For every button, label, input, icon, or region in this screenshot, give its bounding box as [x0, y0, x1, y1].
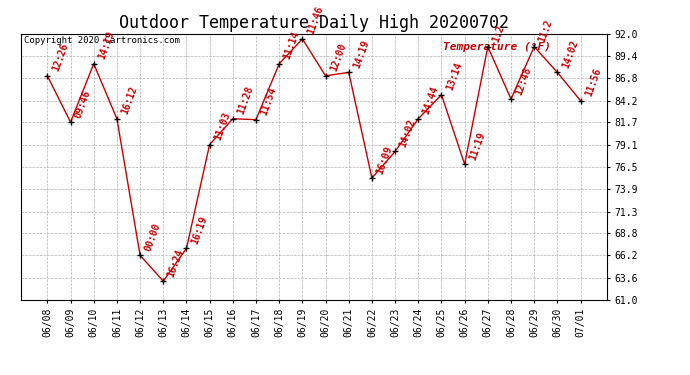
Text: 09:46: 09:46 — [73, 88, 92, 119]
Text: 12:00: 12:00 — [328, 42, 348, 73]
Title: Outdoor Temperature Daily High 20200702: Outdoor Temperature Daily High 20200702 — [119, 14, 509, 32]
Text: 16:12: 16:12 — [119, 85, 139, 116]
Text: 12:26: 12:26 — [50, 42, 70, 73]
Text: 11:2: 11:2 — [537, 18, 554, 44]
Text: Temperature (°F): Temperature (°F) — [443, 42, 551, 52]
Text: 16:24: 16:24 — [166, 247, 186, 278]
Text: 11:19: 11:19 — [467, 130, 487, 162]
Text: 11:28: 11:28 — [235, 85, 255, 116]
Text: 14:19: 14:19 — [97, 30, 116, 61]
Text: 13:14: 13:14 — [444, 61, 464, 92]
Text: 11:54: 11:54 — [259, 86, 278, 117]
Text: 12:48: 12:48 — [514, 65, 533, 96]
Text: 11:14: 11:14 — [282, 30, 302, 61]
Text: 16:19: 16:19 — [189, 214, 208, 246]
Text: 14:02: 14:02 — [398, 118, 417, 148]
Text: 16:09: 16:09 — [375, 144, 394, 175]
Text: 1:2: 1:2 — [491, 24, 506, 44]
Text: 14:19: 14:19 — [351, 39, 371, 70]
Text: 11:56: 11:56 — [583, 67, 603, 98]
Text: 11:03: 11:03 — [213, 111, 232, 142]
Text: 00:00: 00:00 — [143, 222, 162, 252]
Text: 11:46: 11:46 — [305, 5, 324, 36]
Text: 14:02: 14:02 — [560, 39, 580, 70]
Text: 14:44: 14:44 — [421, 85, 440, 116]
Text: Copyright 2020 Cartronics.com: Copyright 2020 Cartronics.com — [23, 36, 179, 45]
